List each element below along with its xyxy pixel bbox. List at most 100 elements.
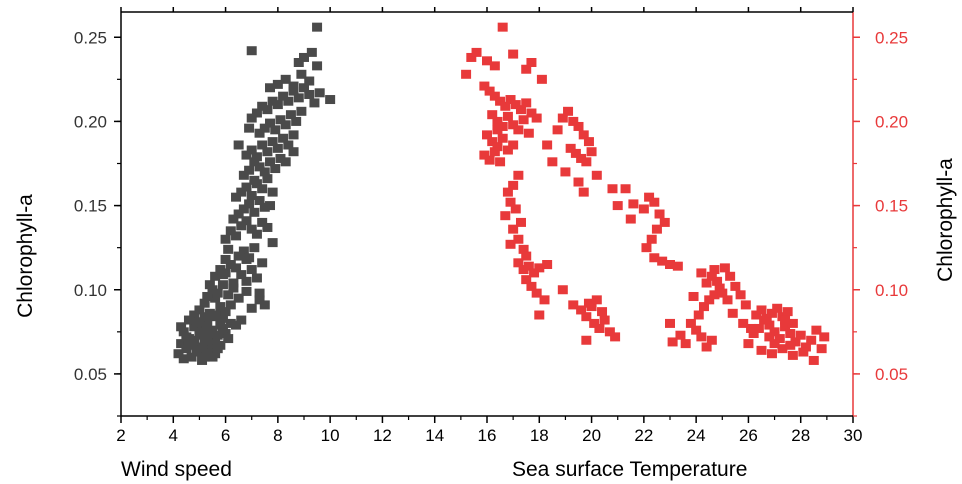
sst-point <box>492 142 503 152</box>
sst-point <box>505 239 516 249</box>
wind-speed-point <box>288 130 299 140</box>
sst-point <box>487 110 498 120</box>
sst-point <box>787 318 798 328</box>
sst-point <box>693 310 704 320</box>
wind-speed-point <box>197 327 208 337</box>
sst-point <box>492 125 503 135</box>
wind-speed-point <box>246 190 257 200</box>
wind-speed-point <box>244 199 255 209</box>
x-tick-label: 18 <box>530 426 549 445</box>
wind-speed-point <box>249 157 260 167</box>
wind-speed-point <box>265 118 276 128</box>
wind-speed-point <box>231 320 242 330</box>
wind-speed-point <box>241 276 252 286</box>
wind-speed-point <box>293 58 304 67</box>
y-right-tick-label: 0.10 <box>875 281 908 300</box>
wind-speed-point <box>244 253 255 263</box>
wind-speed-point <box>233 293 244 303</box>
wind-speed-point <box>306 47 317 57</box>
sst-point <box>740 300 751 310</box>
sst-point <box>819 332 830 342</box>
sst-point <box>764 332 775 342</box>
sst-point <box>479 150 490 160</box>
sst-point <box>557 113 568 123</box>
sst-point <box>479 81 490 91</box>
wind-speed-point <box>191 345 202 355</box>
wind-speed-point <box>293 93 304 103</box>
wind-speed-point <box>225 260 236 269</box>
wind-speed-point <box>244 123 255 133</box>
sst-point <box>748 329 759 339</box>
wind-speed-point <box>228 283 239 293</box>
wind-speed-point <box>199 298 210 308</box>
sst-point <box>576 305 587 315</box>
wind-speed-point <box>236 187 247 197</box>
wind-speed-point <box>202 317 213 327</box>
wind-speed-point <box>223 244 234 254</box>
sst-point <box>471 47 482 57</box>
sst-point <box>495 96 506 106</box>
wind-speed-point <box>204 345 215 355</box>
sst-point <box>701 342 712 352</box>
sst-point <box>536 74 547 84</box>
wind-speed-point <box>236 221 247 231</box>
wind-speed-point <box>309 98 320 108</box>
wind-speed-point <box>176 322 187 332</box>
wind-speed-point <box>257 184 268 194</box>
wind-speed-point <box>204 329 215 339</box>
sst-point <box>780 315 791 325</box>
sst-point <box>777 344 788 354</box>
sst-point <box>518 115 529 125</box>
sst-point <box>581 312 592 322</box>
x-tick-label: 24 <box>687 426 706 445</box>
y-axis-label-left: Chlorophyll-a <box>14 194 37 318</box>
wind-speed-point <box>270 125 281 135</box>
wind-speed-point <box>246 145 257 155</box>
sst-point <box>505 197 516 207</box>
wind-speed-point <box>325 95 336 105</box>
wind-speed-point <box>265 83 276 93</box>
sst-point <box>735 290 746 300</box>
wind-speed-point <box>212 288 223 298</box>
sst-point <box>521 64 532 74</box>
sst-point <box>649 253 660 263</box>
sst-point <box>696 332 707 342</box>
y-left-tick-label: 0.15 <box>74 197 107 216</box>
sst-point <box>701 278 712 288</box>
sst-point <box>563 106 574 116</box>
sst-point <box>508 120 519 130</box>
wind-speed-point <box>251 108 262 118</box>
sst-point <box>508 140 519 150</box>
wind-speed-point <box>249 207 260 217</box>
wind-speed-point <box>254 162 265 172</box>
sst-point <box>461 69 472 79</box>
wind-speed-point <box>212 330 223 340</box>
sst-point <box>787 350 798 360</box>
wind-speed-point <box>217 313 228 323</box>
x-axis-label-wind-speed: Wind speed <box>121 458 232 481</box>
wind-speed-point <box>194 305 205 315</box>
x-axis-label-sea-surface-temperature: Sea surface Temperature <box>512 458 747 481</box>
sst-point <box>510 100 521 110</box>
sst-point <box>515 105 526 115</box>
wind-speed-point <box>299 52 309 62</box>
y-left-tick-label: 0.20 <box>74 112 107 131</box>
sst-point <box>529 268 540 278</box>
x-tick-label: 14 <box>425 426 444 445</box>
sst-point <box>761 313 772 323</box>
wind-speed-point <box>210 293 221 303</box>
wind-speed-point <box>259 202 270 212</box>
sst-point <box>800 342 811 352</box>
sst-point <box>497 22 508 32</box>
sst-point <box>604 327 615 337</box>
wind-speed-point <box>220 254 231 264</box>
wind-speed-point <box>288 86 299 96</box>
wind-speed-point <box>204 308 215 318</box>
sst-point <box>597 307 608 317</box>
sst-point <box>489 147 500 157</box>
sst-point <box>510 204 521 214</box>
y-left-tick-label: 0.25 <box>74 28 107 47</box>
sst-point <box>607 184 618 194</box>
x-tick-label: 28 <box>791 426 810 445</box>
x-tick-label: 10 <box>321 426 340 445</box>
